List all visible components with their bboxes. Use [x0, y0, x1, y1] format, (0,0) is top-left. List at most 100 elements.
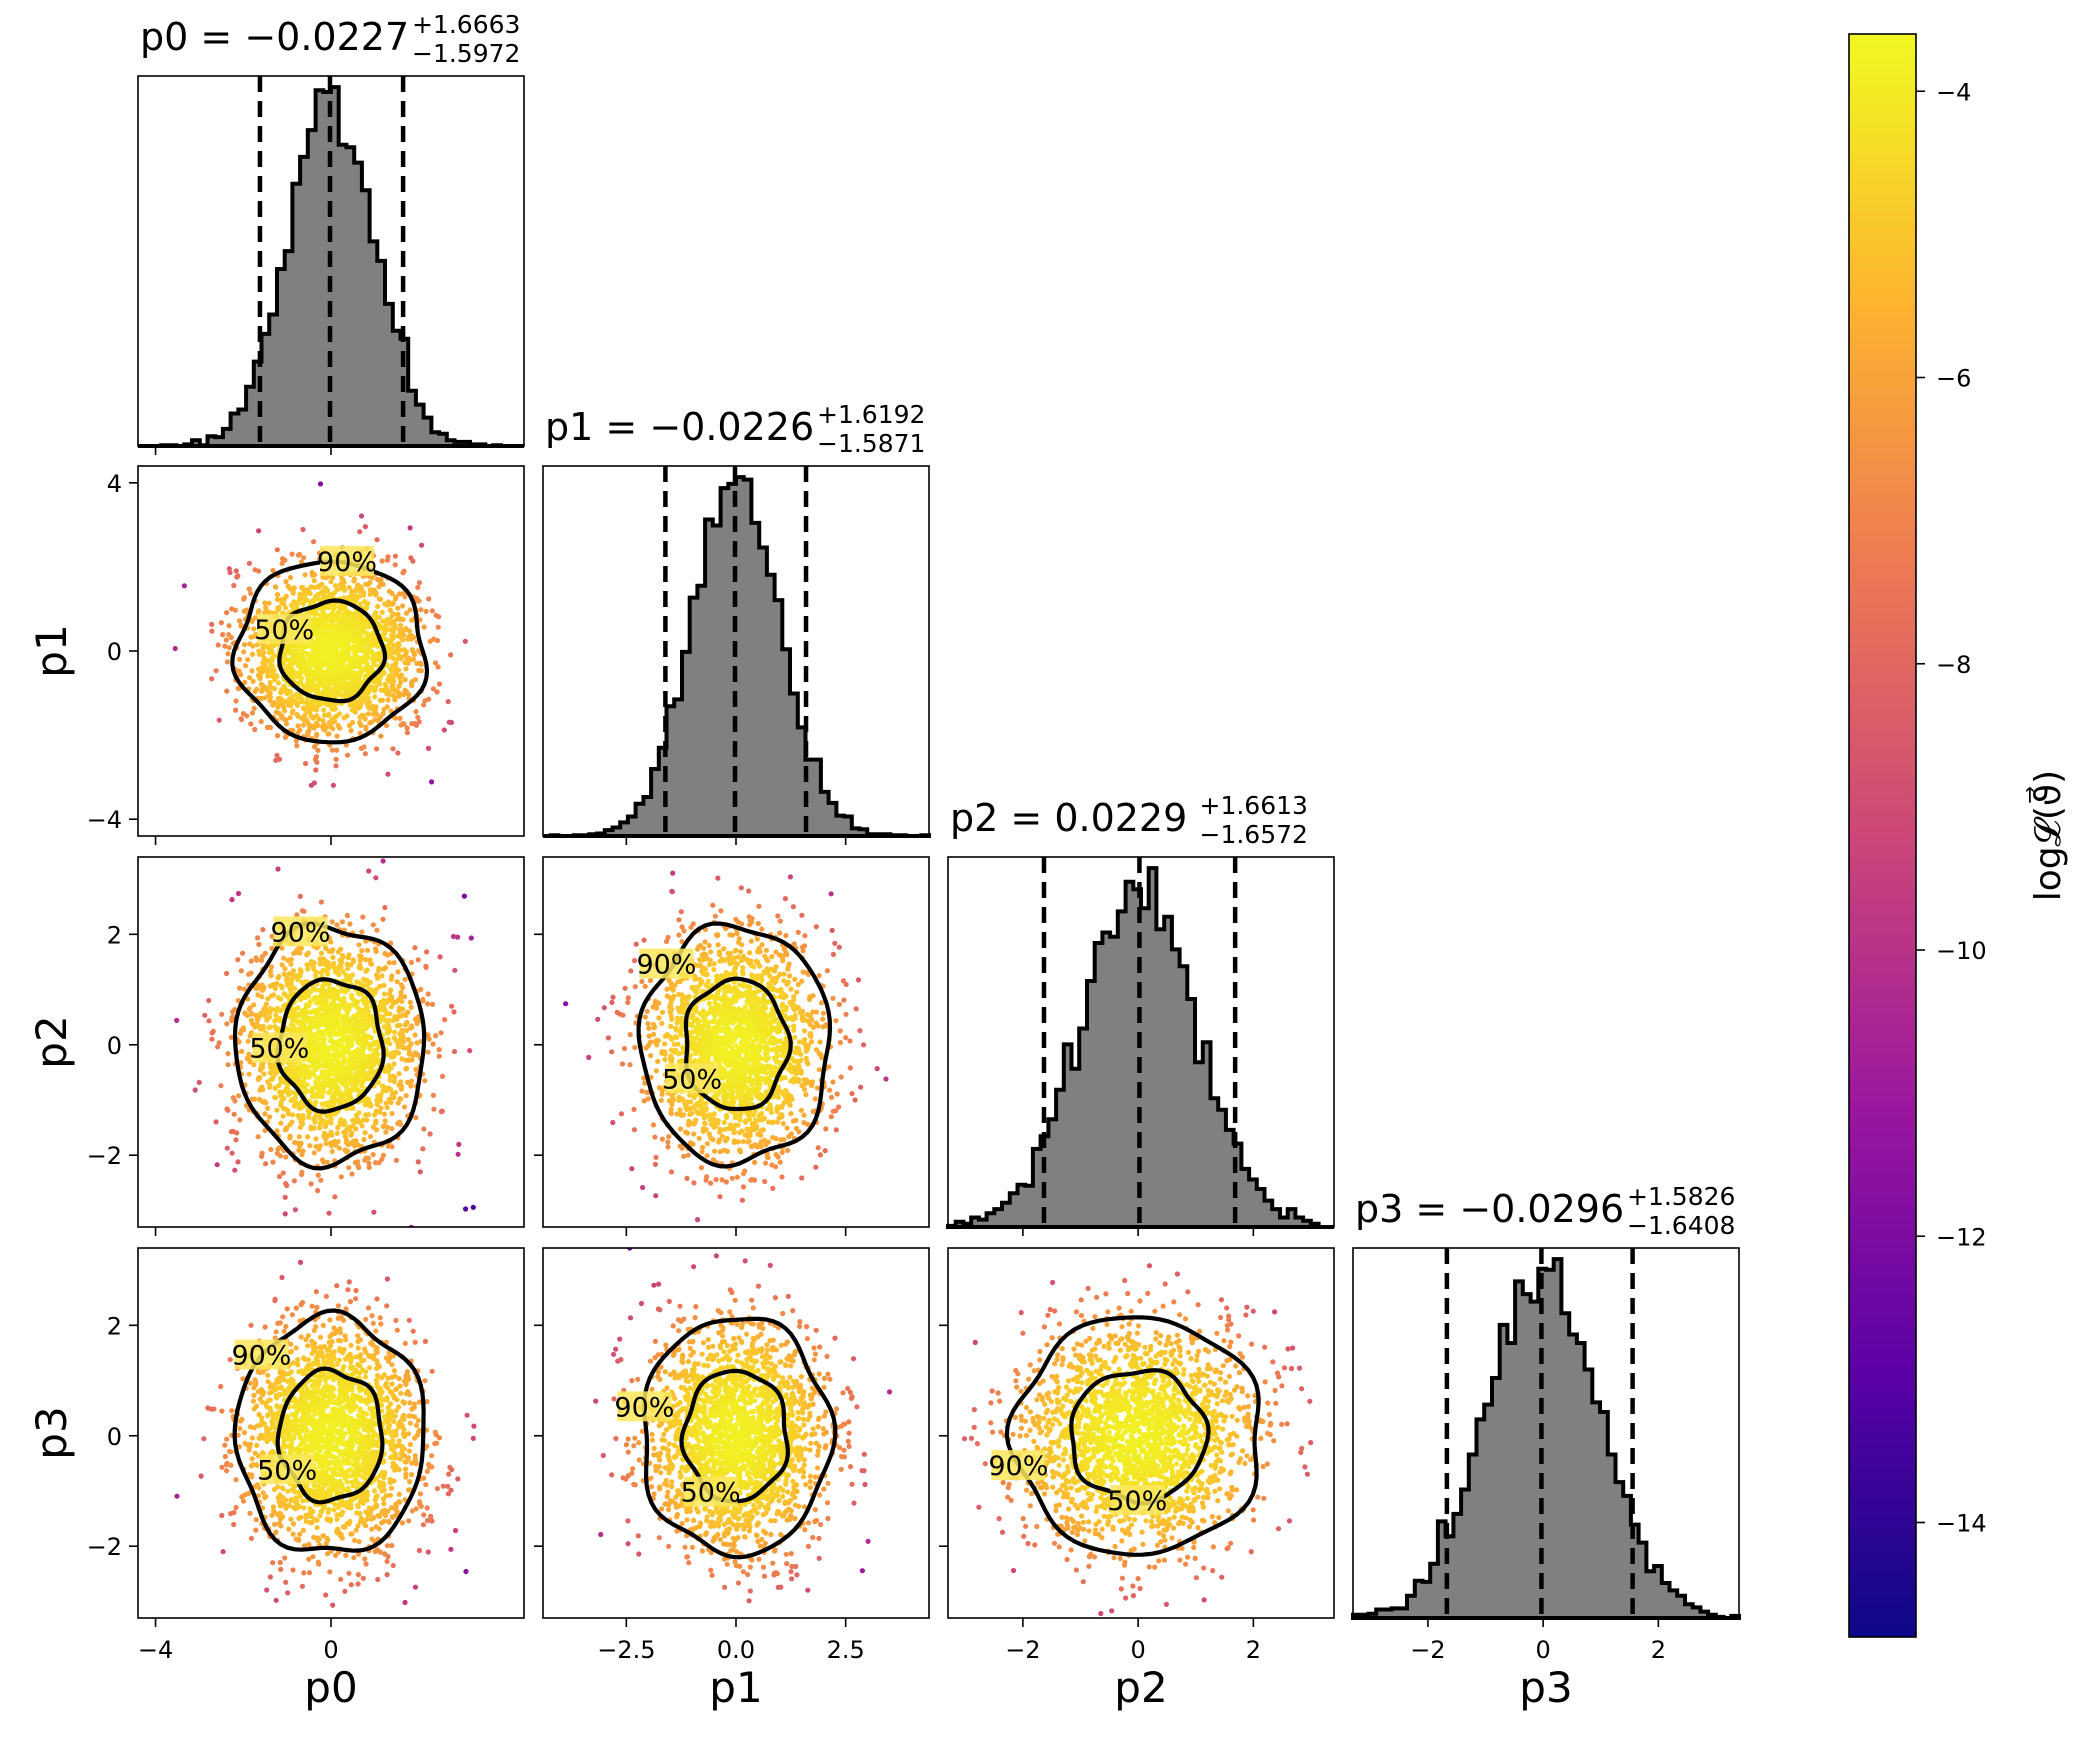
scatter-point [394, 979, 400, 985]
scatter-point [625, 999, 631, 1006]
scatter-point [784, 1125, 790, 1131]
scatter-point [254, 686, 260, 692]
scatter-point [415, 584, 421, 591]
scatter-point [269, 649, 275, 655]
scatter-point [384, 1030, 390, 1036]
scatter-point [653, 1154, 659, 1160]
scatter-point [423, 964, 429, 971]
scatter-point [278, 996, 284, 1002]
scatter-point [849, 1091, 855, 1097]
scatter-point [455, 934, 461, 940]
scatter-point [441, 727, 447, 733]
scatter-point [293, 738, 299, 744]
scatter-point [644, 1008, 650, 1015]
scatter-point [352, 1159, 358, 1166]
scatter-point [676, 917, 682, 923]
scatter-point [276, 1145, 283, 1151]
scatter-point [449, 1003, 455, 1009]
scatter-point [380, 618, 386, 624]
scatter-point [326, 935, 332, 941]
scatter-point [271, 653, 277, 659]
scatter-point [366, 868, 372, 874]
scatter-point [386, 960, 392, 966]
scatter-point [397, 715, 403, 722]
scatter-point [407, 999, 413, 1005]
scatter-point [812, 1096, 818, 1102]
scatter-point [261, 649, 267, 656]
scatter-point [255, 1134, 261, 1140]
scatter-point [291, 1178, 297, 1184]
scatter-point [435, 664, 441, 670]
scatter-point [659, 1136, 666, 1142]
scatter-point [388, 621, 394, 627]
scatter-point [313, 1136, 319, 1142]
scatter-point [837, 1039, 844, 1046]
scatter-point [377, 983, 383, 990]
scatter-point [330, 954, 336, 961]
scatter-point [438, 1030, 444, 1036]
scatter-point [399, 1056, 405, 1062]
scatter-point [631, 958, 638, 964]
scatter-point [747, 922, 753, 928]
scatter-point [788, 1111, 794, 1117]
scatter-point [713, 1176, 719, 1183]
scatter-point [777, 930, 783, 936]
scatter-point [232, 607, 238, 613]
scatter-point [748, 938, 754, 944]
scatter-point [386, 991, 393, 997]
scatter-point [677, 1107, 683, 1113]
scatter-point [618, 1111, 625, 1117]
scatter-point [284, 1026, 290, 1032]
scatter-point [433, 1033, 439, 1039]
scatter-panel-p0-p1: 50%90% [137, 465, 525, 837]
scatter-point [672, 982, 678, 989]
scatter-point [297, 893, 303, 900]
scatter-point [311, 995, 317, 1002]
scatter-point [799, 912, 805, 918]
scatter-point [257, 674, 263, 680]
scatter-point [196, 1079, 202, 1085]
scatter-point [297, 727, 303, 733]
scatter-point [412, 1016, 418, 1022]
scatter-point [410, 558, 416, 564]
scatter-point [334, 922, 340, 928]
scatter-point [307, 590, 313, 597]
scatter-point [403, 610, 410, 616]
scatter-point [416, 648, 422, 654]
scatter-point [427, 1131, 433, 1137]
scatter-point [241, 596, 247, 602]
scatter-point [650, 1031, 657, 1037]
scatter-point [813, 924, 819, 930]
scatter-point [334, 849, 339, 854]
scatter-point [223, 637, 229, 643]
scatter-point [238, 716, 244, 722]
scatter-point [738, 949, 744, 955]
scatter-point [650, 1122, 657, 1128]
scatter-point [656, 1015, 662, 1021]
scatter-point [270, 567, 276, 574]
scatter-point [363, 1155, 369, 1161]
scatter-point [658, 1097, 664, 1103]
scatter-point [314, 731, 320, 738]
scatter-point [315, 1188, 321, 1194]
scatter-point [381, 706, 387, 713]
scatter-point [357, 730, 363, 737]
scatter-point [392, 562, 398, 568]
scatter-point [238, 622, 244, 628]
scatter-point [244, 1012, 250, 1019]
scatter-point [382, 601, 388, 607]
scatter-point [820, 1010, 827, 1016]
scatter-point [425, 1049, 431, 1055]
scatter-point [262, 1013, 268, 1019]
scatter-point [213, 668, 219, 674]
scatter-point [752, 1159, 758, 1165]
scatter-point [255, 935, 261, 941]
scatter-point [226, 645, 232, 651]
scatter-point [240, 950, 246, 956]
scatter-point [436, 681, 443, 687]
scatter-point [342, 1147, 348, 1153]
scatter-point [755, 920, 761, 927]
scatter-panel-p1-p2: 50%90% [542, 856, 930, 1228]
scatter-point [279, 560, 285, 566]
